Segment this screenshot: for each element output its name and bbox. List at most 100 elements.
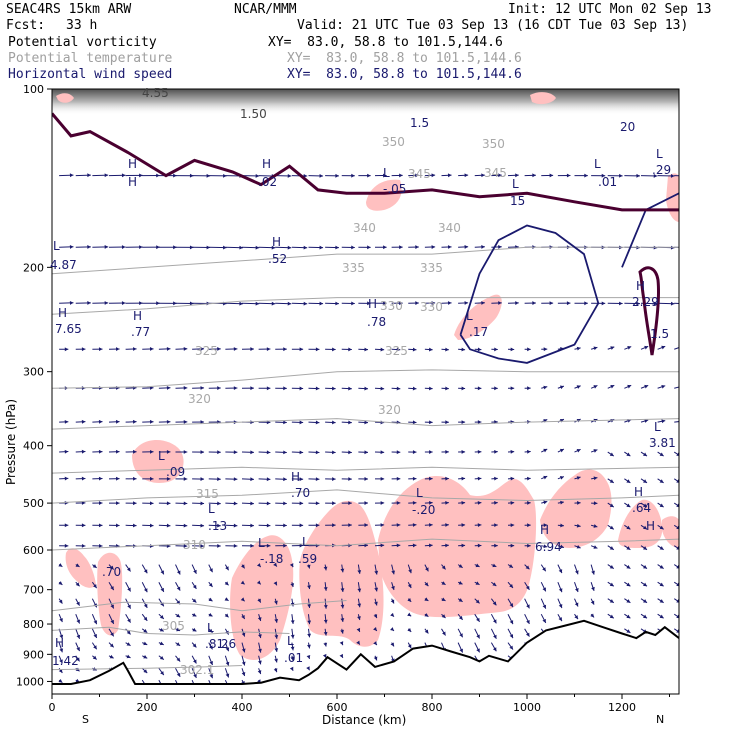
- wind-vector-head: [233, 450, 238, 455]
- wind-vector-head: [399, 173, 403, 178]
- wind-vector-head: [659, 525, 664, 530]
- wind-vector-head: [250, 543, 254, 548]
- wind-vector-head: [532, 173, 536, 178]
- wind-vector-head: [425, 567, 429, 572]
- wind-vector-head: [75, 563, 80, 567]
- wind-vector-head: [559, 544, 564, 549]
- wind-vector-head: [233, 347, 238, 351]
- wind-vector-head: [593, 524, 598, 528]
- wind-vector-head: [412, 523, 417, 527]
- wind-vector-head: [461, 450, 466, 454]
- y-axis-title: Pressure (hPa): [4, 399, 18, 485]
- wind-vector-head: [104, 301, 109, 305]
- fcst-value: 33 h: [66, 18, 98, 33]
- hl-label: H: [55, 636, 64, 650]
- wind-vector-head: [396, 501, 401, 505]
- wind-vector-head: [339, 653, 343, 658]
- wind-vector-head: [525, 632, 530, 637]
- wind-vector-head: [412, 386, 417, 391]
- wind-vector-head: [69, 244, 74, 249]
- upper-shading: [52, 89, 679, 115]
- wind-vector-head: [509, 583, 513, 588]
- wind-vector-head: [429, 500, 433, 505]
- wind-vector-head: [81, 449, 86, 454]
- wind-vector-head: [132, 449, 137, 454]
- wind-vector-head: [477, 476, 482, 481]
- wind-vector-head: [126, 567, 131, 572]
- wind-vector-head: [110, 586, 114, 591]
- pv-contour-label: 1.50: [240, 107, 267, 121]
- wind-vector-head: [593, 449, 598, 453]
- wind-vector-head: [193, 569, 197, 574]
- wind-vector-head: [619, 173, 623, 178]
- wind-vector-head: [591, 570, 595, 575]
- pv-label: .17: [469, 325, 488, 339]
- wind-vector-head: [209, 568, 213, 573]
- wind-vector-head: [676, 629, 679, 633]
- wind-vector-head: [323, 587, 328, 591]
- wind-vector-head: [126, 654, 131, 659]
- valid-time: Valid: 21 UTC Tue 03 Sep 13 (16 CDT Tue …: [297, 18, 689, 33]
- wind-vector-head: [200, 347, 205, 351]
- wind-vector-head: [644, 384, 649, 389]
- wind-vector-head: [303, 245, 308, 250]
- wind-vector-head: [357, 570, 362, 574]
- wind-vector-head: [332, 386, 336, 391]
- wind-vector-head: [332, 450, 336, 455]
- wind-vector-head: [593, 501, 598, 506]
- init-time: Init: 12 UTC Mon 02 Sep 13: [508, 2, 712, 17]
- wind-vector-head: [200, 523, 205, 528]
- wind-vector-head: [383, 245, 387, 250]
- hl-label: H: [540, 523, 549, 537]
- wind-vector-head: [109, 654, 114, 659]
- wind-vector-head: [115, 449, 120, 454]
- wind-vector-head: [87, 173, 91, 178]
- wind-vector-head: [176, 627, 181, 632]
- theta-label: 305: [162, 619, 185, 633]
- wind-vector-head: [461, 476, 466, 481]
- wind-vector-head: [159, 655, 164, 660]
- wind-vector-head: [525, 565, 530, 570]
- wind-vector-head: [407, 612, 412, 617]
- wind-vector-head: [688, 174, 692, 178]
- wind-vector-head: [225, 661, 230, 666]
- wind-vector-head: [543, 523, 548, 528]
- wind-vector-head: [257, 670, 262, 675]
- wind-vector-head: [159, 615, 164, 619]
- wind-vector-head: [115, 419, 120, 424]
- wind-vector-head: [109, 643, 114, 648]
- wind-vector-head: [173, 173, 177, 178]
- wind-vector-head: [591, 586, 595, 591]
- wind-vector-head: [126, 630, 131, 635]
- wind-vector-head: [257, 598, 261, 603]
- wind-vector-head: [676, 525, 679, 530]
- wind-vector-head: [510, 476, 515, 481]
- wind-vector-head: [58, 563, 63, 567]
- wind-vector-head: [149, 523, 154, 528]
- wind-vector-head: [661, 345, 666, 350]
- wind-vector-head: [659, 599, 664, 603]
- wind-vector-head: [143, 654, 148, 659]
- theta-contour-line: [52, 418, 679, 430]
- theta-label: 345: [484, 166, 507, 180]
- wind-vector-head: [477, 449, 482, 454]
- hl-label: L: [416, 486, 423, 500]
- wind-vector-head: [133, 523, 137, 528]
- hl-label: H: [128, 157, 137, 171]
- wind-vector-head: [299, 543, 304, 548]
- wind-vector-head: [609, 546, 614, 550]
- wind-vector-head: [609, 503, 614, 508]
- wind-vector-head: [92, 655, 97, 660]
- wind-vector-head: [498, 173, 502, 178]
- wind-vector: [673, 598, 679, 603]
- wind-vector-head: [323, 566, 328, 571]
- hl-label: L: [512, 177, 519, 191]
- wind-vector-head: [626, 565, 631, 569]
- wind-vector-head: [339, 641, 344, 646]
- wind-vector-head: [477, 523, 482, 527]
- wind-vector-head: [510, 501, 515, 505]
- wind-vector-head: [461, 523, 466, 527]
- wind-vector-head: [290, 656, 295, 661]
- wind-vector-head: [626, 525, 631, 530]
- wind-vector-head: [143, 669, 148, 674]
